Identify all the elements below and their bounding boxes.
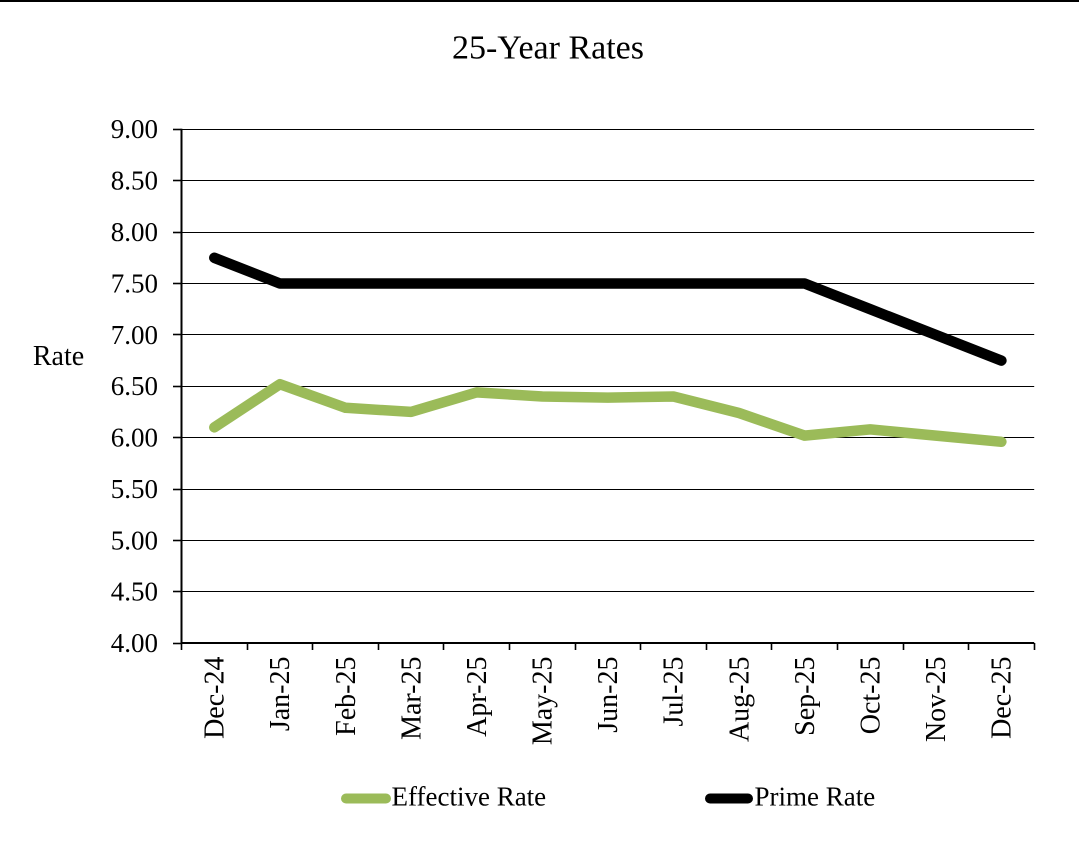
svg-text:9.00: 9.00 [111, 114, 158, 144]
svg-text:25-Year Rates: 25-Year Rates [452, 30, 644, 67]
svg-text:8.50: 8.50 [111, 166, 158, 196]
svg-text:Dec-25: Dec-25 [987, 656, 1018, 738]
svg-text:Rate: Rate [33, 341, 84, 372]
svg-text:5.50: 5.50 [111, 474, 158, 504]
svg-text:6.00: 6.00 [111, 423, 158, 453]
svg-text:Jun-25: Jun-25 [593, 657, 624, 733]
svg-text:Prime Rate: Prime Rate [755, 782, 876, 812]
svg-text:8.00: 8.00 [111, 217, 158, 247]
svg-text:Feb-25: Feb-25 [331, 657, 362, 736]
svg-text:Oct-25: Oct-25 [856, 657, 887, 735]
svg-text:4.00: 4.00 [111, 628, 158, 658]
svg-text:Mar-25: Mar-25 [396, 657, 427, 740]
svg-text:Dec-24: Dec-24 [200, 657, 231, 739]
svg-text:Apr-25: Apr-25 [462, 657, 493, 737]
svg-text:Aug-25: Aug-25 [724, 657, 755, 743]
svg-text:Effective Rate: Effective Rate [392, 782, 547, 812]
svg-text:4.50: 4.50 [111, 577, 158, 607]
svg-text:Nov-25: Nov-25 [921, 657, 952, 743]
svg-text:Jan-25: Jan-25 [265, 657, 296, 732]
svg-text:5.00: 5.00 [111, 525, 158, 555]
svg-text:Sep-25: Sep-25 [790, 657, 821, 736]
svg-text:May-25: May-25 [528, 657, 559, 746]
svg-text:7.50: 7.50 [111, 268, 158, 298]
svg-text:7.00: 7.00 [111, 320, 158, 350]
svg-text:6.50: 6.50 [111, 371, 158, 401]
svg-text:Jul-25: Jul-25 [659, 657, 690, 727]
